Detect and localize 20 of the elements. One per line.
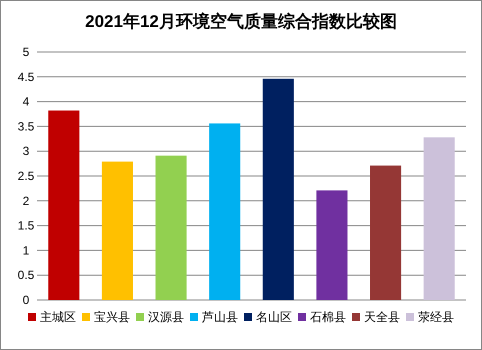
legend-label: 芦山县 <box>202 310 238 324</box>
y-tick-label: 0.5 <box>18 268 35 282</box>
y-tick-label: 3.5 <box>18 119 35 134</box>
chart-title: 2021年12月环境空气质量综合指数比较图 <box>85 12 397 31</box>
legend-label: 主城区 <box>40 310 76 324</box>
y-tick-label: 4 <box>22 94 30 109</box>
legend-label: 石棉县 <box>310 310 346 324</box>
legend-label: 汉源县 <box>148 310 184 324</box>
legend-label: 宝兴县 <box>94 310 130 324</box>
y-tick-label: 0 <box>22 293 30 307</box>
y-tick-label: 2 <box>22 194 30 208</box>
legend-label: 荥经县 <box>418 310 454 324</box>
y-tick-label: 2.5 <box>18 169 35 183</box>
legend-label: 天全县 <box>364 310 400 324</box>
y-tick-label: 3 <box>22 144 30 158</box>
y-tick-label: 4.5 <box>18 70 35 84</box>
y-tick-label: 1 <box>22 243 30 258</box>
y-tick-label: 1.5 <box>18 218 35 233</box>
y-tick-label: 5 <box>22 45 30 59</box>
legend-label: 名山区 <box>256 310 292 324</box>
